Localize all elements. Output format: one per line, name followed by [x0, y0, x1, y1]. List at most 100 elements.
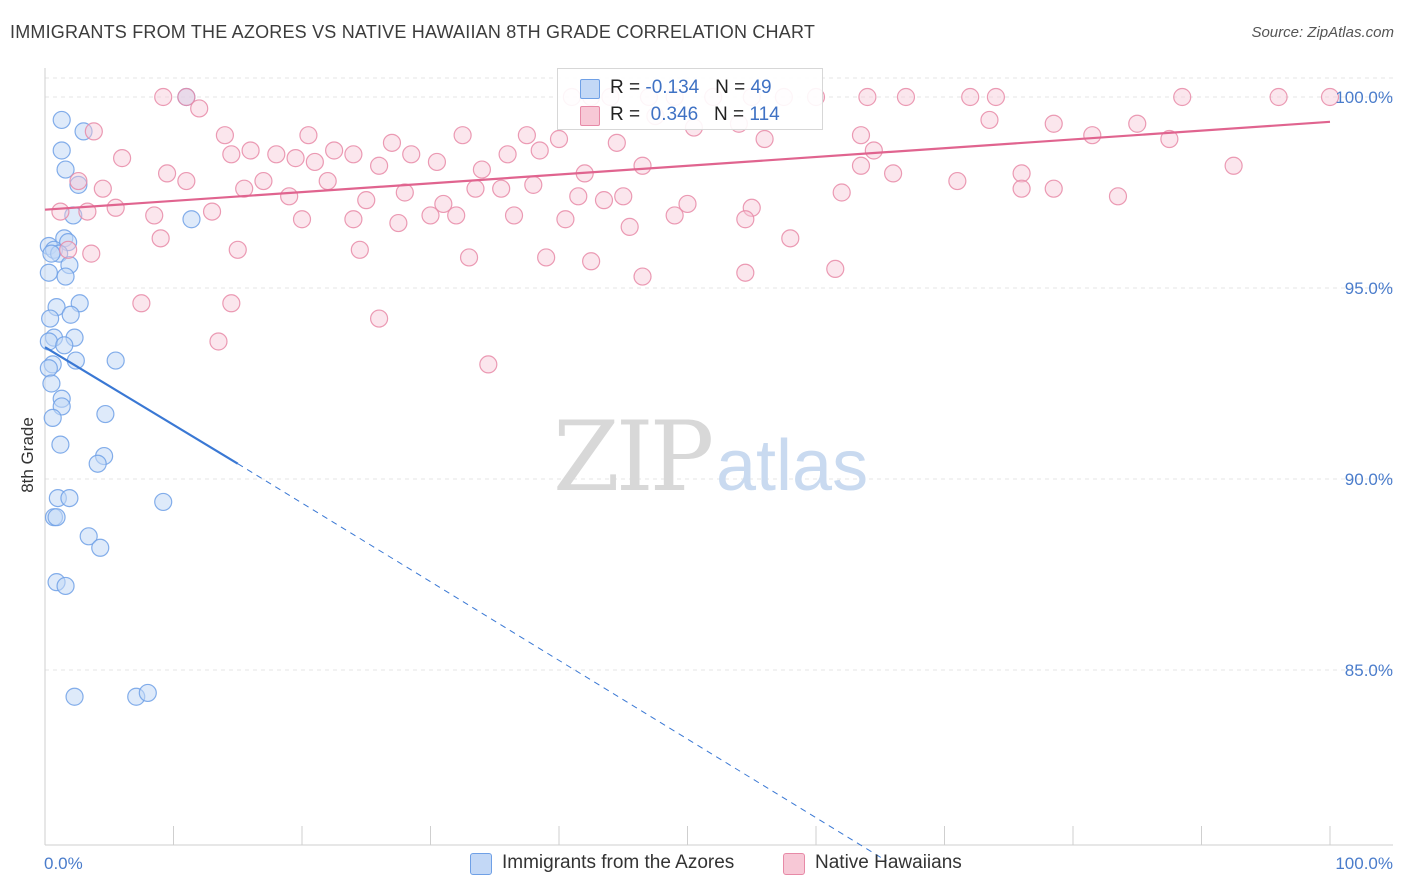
data-point: [1083, 126, 1102, 145]
data-point: [986, 87, 1006, 107]
data-point: [357, 191, 376, 210]
data-point: [427, 152, 447, 172]
data-point: [633, 156, 652, 175]
trend-line-hawaiians: [44, 120, 1331, 211]
data-point: [318, 171, 337, 191]
data-point: [498, 145, 517, 164]
data-point: [52, 110, 71, 130]
data-point: [1320, 87, 1340, 107]
data-point: [209, 332, 228, 351]
data-point: [132, 294, 151, 313]
data-point: [620, 217, 639, 236]
data-point: [447, 206, 466, 225]
data-point: [177, 87, 196, 107]
data-point: [665, 206, 684, 225]
data-point: [61, 305, 80, 324]
data-point: [549, 129, 569, 149]
data-point: [344, 210, 363, 229]
data-point: [267, 145, 286, 164]
data-point: [851, 156, 871, 175]
data-point: [678, 194, 697, 214]
data-point: [524, 175, 543, 194]
data-point: [52, 141, 71, 160]
legend-r-value: 0.346: [650, 104, 699, 125]
data-point: [517, 126, 536, 145]
series-points-azores: [39, 87, 201, 706]
data-point: [157, 164, 177, 183]
correlation-legend: R = -0.134 N = 49 R = 0.346 N = 114: [557, 68, 823, 130]
legend-n-label: N =: [714, 104, 750, 125]
data-point: [472, 160, 491, 179]
tick-labels: 100.0% 95.0% 90.0% 85.0% 0.0% 100.0%: [44, 88, 1393, 873]
data-point: [222, 145, 241, 164]
data-point: [182, 210, 201, 229]
data-point: [382, 133, 402, 152]
data-point: [530, 141, 549, 160]
data-point: [69, 171, 88, 191]
legend-swatch-hawaiians: [580, 106, 600, 126]
data-point: [42, 244, 61, 263]
data-point: [65, 687, 84, 706]
data-point: [961, 87, 980, 107]
data-point: [286, 149, 305, 168]
data-point: [1224, 156, 1243, 175]
data-point: [138, 683, 157, 703]
data-point: [55, 336, 74, 355]
data-point: [305, 152, 324, 172]
data-point: [864, 141, 883, 160]
data-point: [41, 309, 60, 328]
legend-text-hawaiians: R = 0.346 N = 114: [610, 104, 780, 126]
data-point: [883, 164, 903, 183]
data-point: [39, 332, 58, 351]
data-point: [202, 202, 222, 221]
y-axis-title: 8th Grade: [18, 417, 37, 493]
data-point: [1044, 114, 1063, 133]
data-point: [154, 87, 173, 107]
data-point: [742, 198, 761, 217]
data-point: [537, 248, 556, 267]
x-tick-label-min: 0.0%: [44, 854, 83, 873]
legend-n-value: 49: [750, 77, 772, 98]
data-point: [614, 187, 633, 206]
data-point: [228, 240, 247, 259]
legend-text-azores: R = -0.134 N = 49: [610, 77, 772, 99]
series-label-azores: Immigrants from the Azores: [502, 852, 735, 873]
data-point: [492, 179, 511, 198]
trend-line-azores: [44, 346, 239, 465]
watermark-atlas: atlas: [716, 426, 868, 506]
data-point: [56, 267, 75, 286]
data-point: [106, 198, 125, 217]
data-point: [421, 206, 440, 225]
legend-r-value: -0.134: [645, 77, 700, 98]
data-points: [39, 87, 1340, 706]
data-point: [1269, 87, 1288, 107]
data-point: [60, 489, 79, 508]
data-point: [594, 191, 614, 210]
watermark-zip: ZIP: [553, 401, 712, 513]
data-point: [254, 171, 273, 191]
data-point: [82, 244, 101, 263]
axes: [44, 68, 1393, 846]
y-tick-label: 95.0%: [1345, 279, 1393, 298]
legend-n-label: N =: [715, 77, 751, 98]
data-point: [56, 160, 75, 179]
data-point: [350, 240, 369, 259]
data-point: [453, 126, 472, 145]
data-point: [1012, 179, 1031, 198]
data-point: [569, 187, 588, 206]
data-point: [851, 126, 871, 145]
series-label-hawaiians: Native Hawaiians: [815, 852, 962, 873]
data-point: [39, 359, 58, 378]
data-point: [280, 187, 299, 206]
data-point: [177, 171, 196, 191]
data-point: [47, 508, 66, 527]
data-point: [858, 87, 877, 107]
data-point: [607, 133, 626, 152]
data-point: [504, 206, 524, 225]
data-point: [633, 267, 652, 286]
data-point: [434, 194, 453, 214]
data-point: [1128, 114, 1147, 133]
data-point: [106, 351, 125, 370]
gridlines: [45, 77, 1393, 671]
data-point: [1012, 164, 1031, 183]
